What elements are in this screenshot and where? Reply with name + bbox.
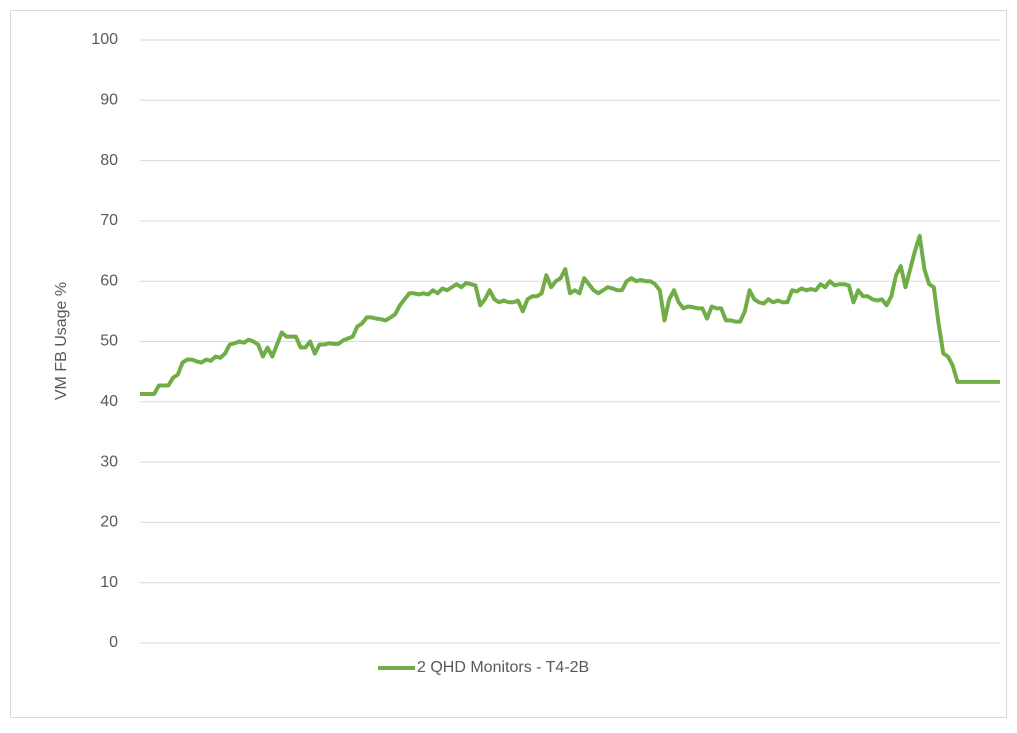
y-tick-label: 60 <box>100 272 118 289</box>
data-line <box>140 233 1000 396</box>
y-axis-title: VM FB Usage % <box>53 282 70 400</box>
legend-label: 2 QHD Monitors - T4-2B <box>417 659 589 676</box>
y-tick-label: 80 <box>100 152 118 169</box>
y-tick-label: 70 <box>100 212 118 229</box>
y-tick-label: 40 <box>100 393 118 410</box>
chart-border <box>10 10 1007 718</box>
y-tick-label: 50 <box>100 333 118 350</box>
y-tick-label: 0 <box>109 634 118 651</box>
y-tick-label: 10 <box>100 574 118 591</box>
y-tick-label: 30 <box>100 453 118 470</box>
y-tick-label: 90 <box>100 92 118 109</box>
y-tick-label: 100 <box>91 31 118 48</box>
y-tick-label: 20 <box>100 514 118 531</box>
